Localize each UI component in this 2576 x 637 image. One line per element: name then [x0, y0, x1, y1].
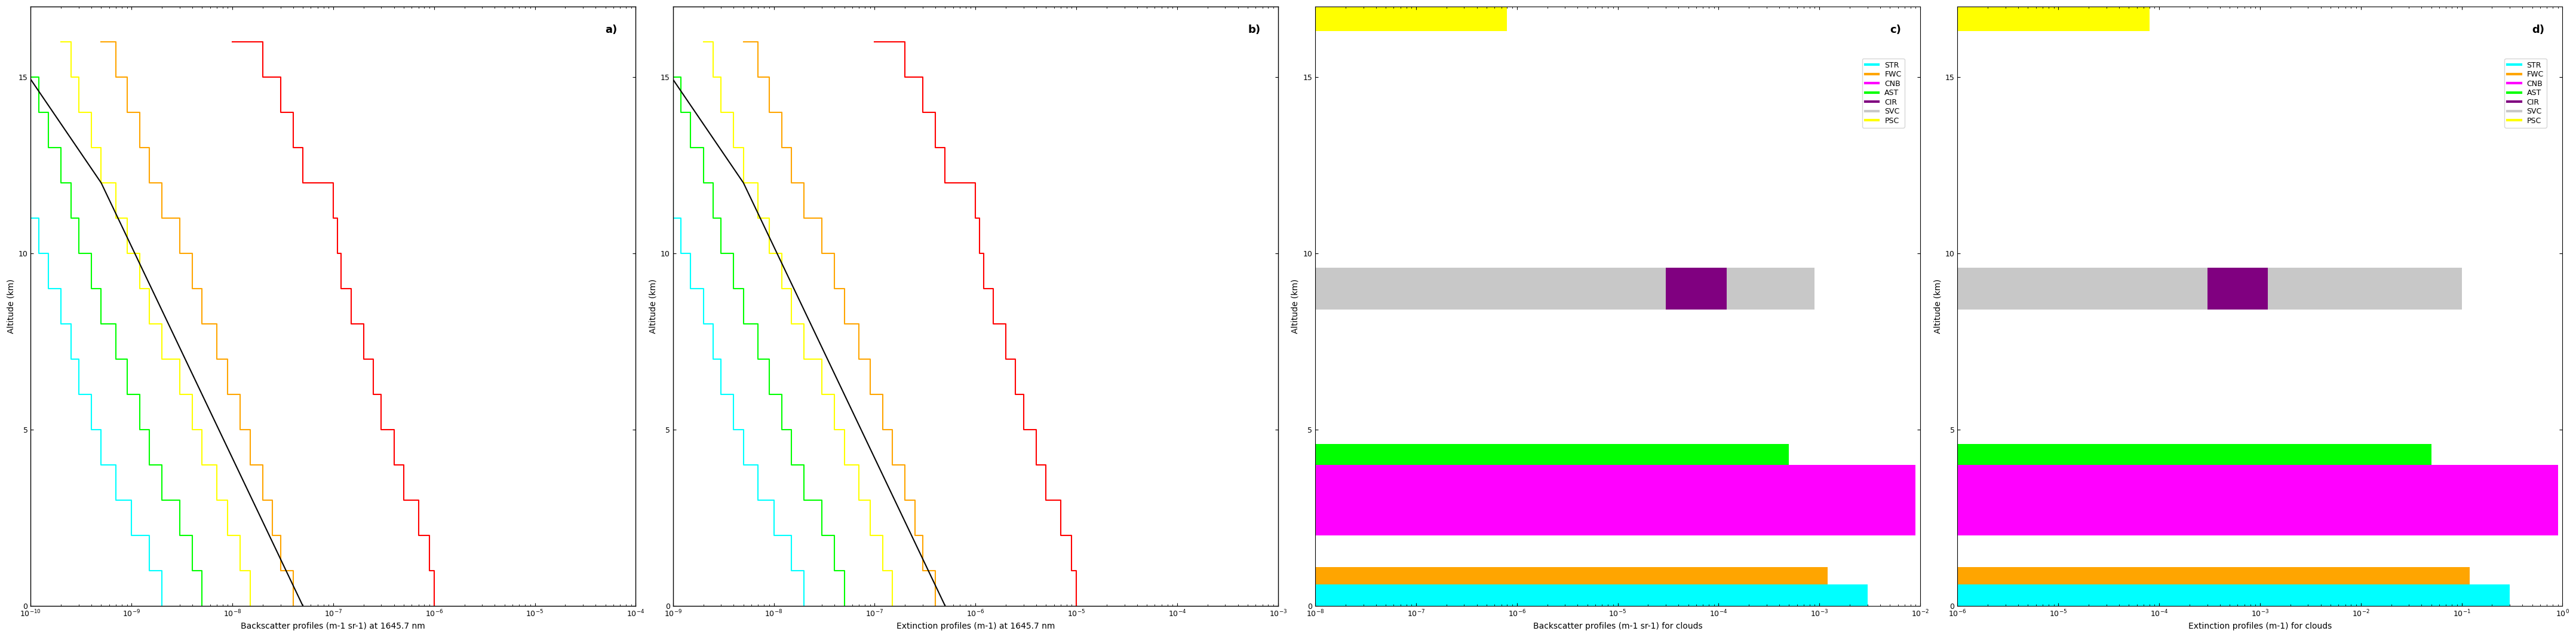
Bar [1958, 567, 2470, 585]
Bar [2208, 268, 2267, 310]
Bar [1316, 268, 1814, 310]
Text: c): c) [1891, 25, 1901, 36]
Text: a): a) [605, 25, 618, 36]
Legend: STR, FWC, CNB, AST, CIR, SVC, PSC: STR, FWC, CNB, AST, CIR, SVC, PSC [1862, 59, 1904, 127]
Bar [1667, 268, 1726, 310]
Bar [1958, 465, 2558, 535]
Y-axis label: Altitude (km): Altitude (km) [8, 279, 15, 334]
X-axis label: Extinction profiles (m-1) at 1645.7 nm: Extinction profiles (m-1) at 1645.7 nm [896, 622, 1054, 631]
Text: b): b) [1247, 25, 1260, 36]
Bar [1958, 0, 2148, 31]
Y-axis label: Altitude (km): Altitude (km) [649, 279, 657, 334]
Text: d): d) [2532, 25, 2545, 36]
Y-axis label: Altitude (km): Altitude (km) [1935, 279, 1942, 334]
X-axis label: Extinction profiles (m-1) for clouds: Extinction profiles (m-1) for clouds [2187, 622, 2331, 631]
Bar [1316, 585, 1868, 606]
Bar [1958, 585, 2509, 606]
Bar [1316, 567, 1826, 585]
X-axis label: Backscatter profiles (m-1 sr-1) at 1645.7 nm: Backscatter profiles (m-1 sr-1) at 1645.… [242, 622, 425, 631]
Y-axis label: Altitude (km): Altitude (km) [1291, 279, 1298, 334]
X-axis label: Backscatter profiles (m-1 sr-1) for clouds: Backscatter profiles (m-1 sr-1) for clou… [1533, 622, 1703, 631]
Bar [1958, 444, 2432, 465]
Legend: STR, FWC, CNB, AST, CIR, SVC, PSC: STR, FWC, CNB, AST, CIR, SVC, PSC [2504, 59, 2548, 127]
Bar [1316, 465, 1917, 535]
Bar [1316, 444, 1790, 465]
Bar [1958, 268, 2463, 310]
Bar [1316, 0, 1507, 31]
